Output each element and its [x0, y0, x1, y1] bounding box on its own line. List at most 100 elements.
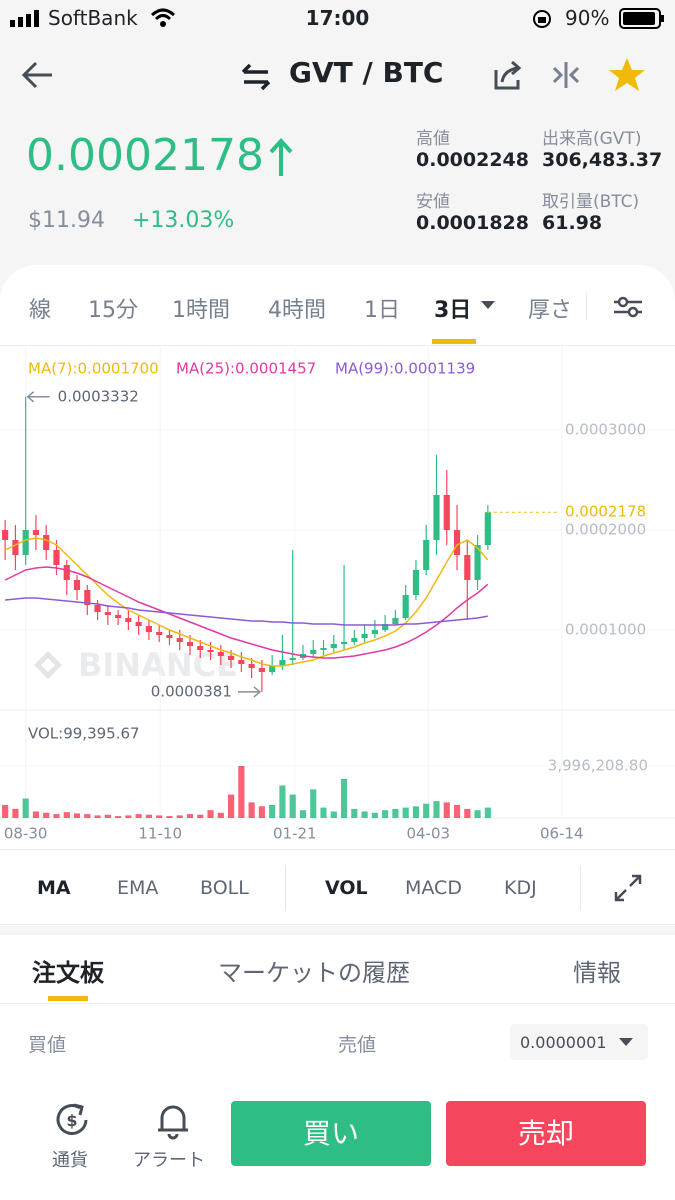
order-tab[interactable]: マーケットの履歴: [218, 959, 410, 987]
volume-bar: [43, 812, 50, 818]
legend-entry: MA(25):0.0001457: [176, 360, 316, 378]
legend-entry: MA(7):0.0001700: [28, 360, 159, 378]
currency-label[interactable]: 通貨: [52, 1150, 88, 1171]
back-button[interactable]: [20, 60, 56, 90]
indicator-tab[interactable]: MACD: [405, 877, 462, 899]
volume-bar: [423, 803, 430, 818]
order-tab-active[interactable]: 注文板: [32, 959, 104, 987]
divider: [285, 865, 286, 911]
top-background: [0, 0, 675, 300]
compare-button[interactable]: [551, 60, 581, 90]
active-underline: [48, 996, 88, 1001]
volume-bar: [145, 814, 152, 818]
volume-bar: [63, 812, 70, 818]
currency-icon[interactable]: $: [52, 1100, 92, 1140]
volume-bar: [2, 804, 9, 818]
candle-body: [84, 590, 91, 605]
volume-bar: [279, 785, 286, 818]
swap-icon[interactable]: [240, 62, 272, 92]
legend-entry: MA(99):0.0001139: [335, 360, 475, 378]
wifi-icon: [150, 8, 176, 27]
indicator-tab-active[interactable]: VOL: [325, 877, 368, 899]
signal-icon: [10, 10, 39, 27]
clock: 17:00: [305, 6, 370, 30]
candle-body: [392, 618, 399, 624]
candle-body: [433, 495, 440, 540]
indicator-tab[interactable]: BOLL: [200, 877, 249, 899]
indicator-tab-active[interactable]: MA: [37, 877, 71, 899]
volume-bar: [207, 810, 214, 818]
volume-bar: [392, 808, 399, 818]
candle-body: [145, 626, 152, 632]
candle-body: [63, 565, 70, 580]
candle-body: [32, 530, 40, 535]
dropdown-caret: [619, 1038, 633, 1046]
candle-body: [258, 668, 265, 672]
volume-bar: [125, 815, 132, 818]
alert-label[interactable]: アラート: [133, 1150, 205, 1171]
candle-body: [197, 646, 204, 650]
candle-body: [166, 635, 173, 638]
section-gap: [0, 926, 675, 935]
indicator-bar: [0, 850, 675, 925]
volume-bar: [361, 811, 368, 818]
volume-bar: [197, 814, 204, 818]
stat-value: 0.0002248: [416, 149, 529, 171]
volume-bar: [433, 801, 440, 818]
volume-bar: [464, 808, 471, 818]
candle-body: [217, 652, 224, 656]
candle-body: [351, 638, 358, 642]
divider: [0, 1003, 675, 1004]
candle-body: [12, 540, 19, 555]
interval-tab[interactable]: 1時間: [172, 298, 230, 323]
candle-body: [238, 660, 245, 664]
volume-bar: [217, 812, 224, 818]
interval-tab[interactable]: 15分: [88, 298, 138, 323]
precision-value[interactable]: 0.0000001: [520, 1033, 607, 1052]
sell-button[interactable]: 売却: [446, 1101, 646, 1166]
volume-bar: [443, 802, 450, 818]
buy-button[interactable]: 買い: [231, 1101, 431, 1166]
fullscreen-button[interactable]: [614, 874, 642, 902]
order-tab[interactable]: 情報: [573, 959, 621, 987]
chart-settings[interactable]: [612, 294, 644, 320]
interval-tab-active[interactable]: 3日: [434, 298, 472, 323]
stat-value: 306,483.37: [542, 149, 663, 171]
alert-icon[interactable]: [154, 1100, 192, 1140]
lock-icon: [533, 10, 551, 28]
candle-body: [340, 642, 348, 644]
volume-bar: [186, 814, 194, 818]
candle-body: [279, 660, 286, 666]
pair-title[interactable]: GVT / BTC: [289, 56, 444, 89]
volume-label: VOL:99,395.67: [28, 725, 140, 743]
interval-tab[interactable]: 1日: [364, 298, 400, 323]
candle-body: [484, 512, 491, 545]
candle-body: [330, 644, 337, 648]
volume-bar: [330, 811, 337, 818]
candle-body: [443, 495, 450, 530]
volume-bar: [22, 798, 29, 818]
moving-average-line: [5, 597, 488, 626]
divider: [580, 865, 581, 911]
candle-body: [423, 540, 430, 570]
volume-bar: [258, 806, 265, 818]
volume-bar: [289, 794, 296, 818]
interval-tab[interactable]: 厚さ: [528, 298, 573, 323]
interval-tab[interactable]: 線: [29, 298, 52, 323]
stat-label: 高値: [416, 129, 450, 149]
indicator-tab[interactable]: KDJ: [504, 877, 537, 899]
interval-tab[interactable]: 4時間: [268, 298, 326, 323]
volume-bar: [382, 810, 389, 818]
x-tick-label: 11-10: [138, 825, 182, 843]
y-tick-label: 0.0001000: [565, 621, 646, 639]
volume-bar: [269, 804, 276, 818]
volume-bar: [412, 806, 420, 818]
volume-bar: [104, 814, 111, 818]
kline-chart: BINANCE 0.0001000 0.0002000 0.0003000 08-30…: [0, 345, 675, 850]
indicator-tab[interactable]: EMA: [117, 877, 159, 899]
fiat-price: $11.94: [28, 208, 105, 233]
share-button[interactable]: [490, 58, 524, 92]
favorite-star[interactable]: [608, 56, 646, 94]
volume-bar: [340, 778, 348, 818]
